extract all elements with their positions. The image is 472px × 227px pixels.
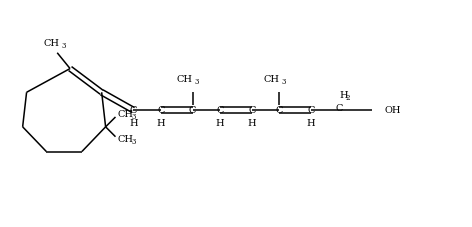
Text: C: C [189, 106, 196, 115]
Text: H: H [247, 119, 256, 128]
Text: CH: CH [177, 75, 193, 84]
Text: H: H [216, 119, 225, 128]
Text: CH: CH [43, 39, 59, 48]
Text: 2: 2 [346, 94, 350, 102]
Text: 3: 3 [131, 138, 135, 146]
Text: H: H [340, 91, 348, 100]
Text: CH: CH [118, 111, 134, 119]
Text: 3: 3 [281, 78, 286, 86]
Text: H: H [307, 119, 315, 128]
Text: C: C [276, 106, 283, 115]
Text: H: H [129, 119, 137, 128]
Text: 3: 3 [131, 113, 135, 121]
Text: C: C [335, 104, 342, 113]
Text: 3: 3 [194, 78, 199, 86]
Text: C: C [217, 106, 224, 115]
Text: C: C [248, 106, 255, 115]
Text: C: C [130, 106, 137, 115]
Text: C: C [157, 106, 165, 115]
Text: H: H [157, 119, 165, 128]
Text: OH: OH [384, 106, 401, 115]
Text: 3: 3 [61, 42, 66, 50]
Text: CH: CH [263, 75, 279, 84]
Text: CH: CH [118, 135, 134, 144]
Text: C: C [307, 106, 315, 115]
